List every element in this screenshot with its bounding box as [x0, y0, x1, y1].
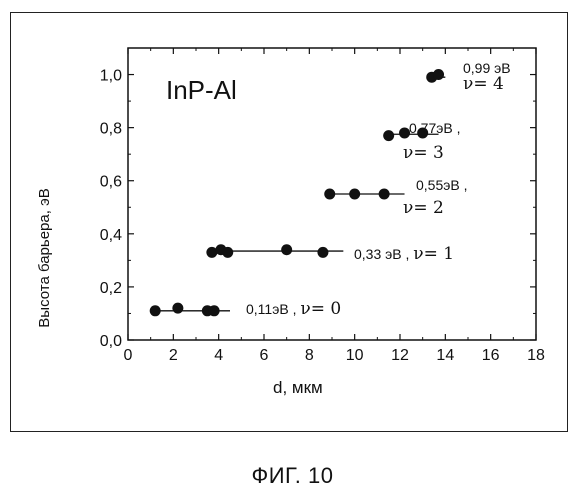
data-point	[324, 189, 335, 200]
x-tick-label: 6	[260, 347, 269, 364]
level-nu: ν= 1	[413, 244, 454, 264]
scatter-chart: 0 2 4 6 8 10 12 14 16 18 0,0 0,2 0,4 0,6 0,8 1,0 0,11эВ…	[11, 13, 569, 433]
y-tick-label: 1,0	[100, 68, 122, 85]
level-label-0: 0,11эВ , ν= 0	[246, 299, 341, 319]
y-axis-label: Высота барьера, эВ	[36, 188, 53, 327]
data-point	[379, 189, 390, 200]
data-point	[172, 303, 183, 314]
level-energy-3: 0,77эВ ,	[409, 120, 461, 136]
x-tick-label: 18	[527, 347, 545, 364]
y-tick-label: 0,8	[100, 121, 122, 138]
x-tick-label: 8	[305, 347, 314, 364]
y-tick-label: 0,6	[100, 174, 122, 191]
x-axis-label: d, мкм	[273, 378, 323, 397]
data-point	[281, 244, 292, 255]
level-labels: 0,11эВ , ν= 0 0,33 эВ , ν= 1 0,55эВ , ν= 2 0…	[246, 60, 511, 319]
y-tick-label: 0,2	[100, 280, 122, 297]
data-point	[317, 247, 328, 258]
level-nu: ν= 0	[300, 299, 341, 319]
data-point	[383, 130, 394, 141]
x-tick-label: 0	[124, 347, 133, 364]
level-label-1: 0,33 эВ , ν= 1	[354, 244, 454, 264]
data-marks	[150, 69, 446, 316]
level-energy: 0,33 эВ ,	[354, 246, 413, 262]
data-point	[222, 247, 233, 258]
chart-title: InP-Al	[166, 75, 237, 105]
level-energy-2: 0,55эВ ,	[416, 177, 468, 193]
level-nu-4: ν= 4	[463, 74, 504, 94]
data-point	[209, 305, 220, 316]
x-tick-label: 14	[436, 347, 454, 364]
level-energy: 0,11эВ ,	[246, 301, 300, 317]
y-tick-label: 0,0	[100, 333, 122, 350]
figure-frame: 0 2 4 6 8 10 12 14 16 18 0,0 0,2 0,4 0,6 0,8 1,0 0,11эВ…	[10, 12, 568, 432]
figure-caption: ФИГ. 10	[0, 463, 585, 489]
level-nu-3: ν= 3	[403, 143, 444, 163]
x-tick-label: 16	[482, 347, 500, 364]
data-point	[150, 305, 161, 316]
x-tick-label: 12	[391, 347, 409, 364]
data-point	[433, 69, 444, 80]
x-tick-label: 2	[169, 347, 178, 364]
level-nu-2: ν= 2	[403, 198, 444, 218]
data-point	[349, 189, 360, 200]
x-tick-label: 10	[346, 347, 364, 364]
x-tick-label: 4	[214, 347, 223, 364]
y-tick-label: 0,4	[100, 227, 122, 244]
